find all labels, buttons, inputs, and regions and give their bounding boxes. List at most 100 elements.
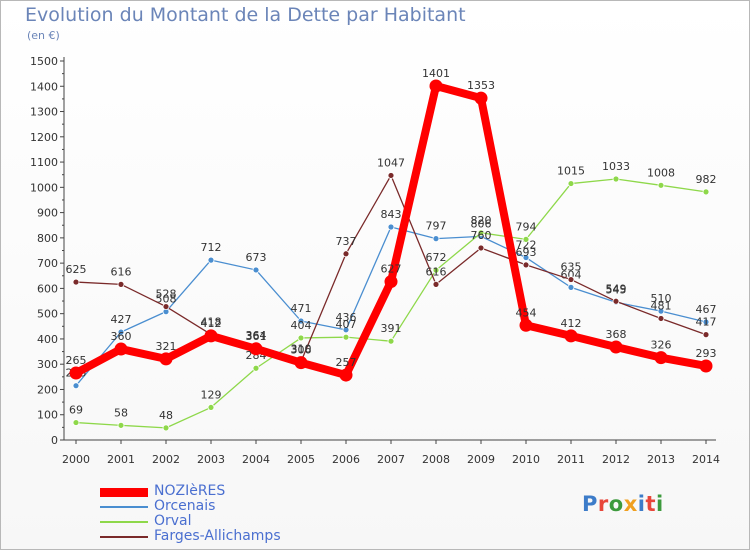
x-tick-label: 2002 — [152, 453, 180, 466]
y-tick-label: 300 — [37, 358, 58, 371]
data-point — [699, 359, 713, 373]
data-point — [567, 283, 575, 291]
logo-letter: P — [582, 492, 598, 516]
data-label: 982 — [696, 173, 717, 186]
logo-letter: r — [597, 492, 609, 516]
data-label: 257 — [336, 356, 357, 369]
data-point — [429, 79, 443, 93]
y-tick-label: 1000 — [30, 181, 58, 194]
data-point — [207, 256, 215, 264]
data-label: 737 — [336, 235, 357, 248]
y-tick-label: 500 — [37, 308, 58, 321]
data-point — [522, 235, 530, 243]
data-label: 418 — [201, 315, 222, 328]
data-point — [297, 334, 305, 342]
x-tick-label: 2008 — [422, 453, 450, 466]
data-point — [387, 223, 395, 231]
data-label: 321 — [156, 340, 177, 353]
data-label: 635 — [561, 261, 582, 274]
data-point — [477, 244, 485, 252]
data-label: 293 — [696, 347, 717, 360]
legend-swatch — [100, 521, 148, 523]
data-label: 310 — [291, 343, 312, 356]
data-point — [342, 250, 350, 258]
y-tick-label: 700 — [37, 257, 58, 270]
y-tick-label: 600 — [37, 282, 58, 295]
data-point — [72, 382, 80, 390]
data-point — [567, 276, 575, 283]
data-point — [387, 172, 395, 179]
data-label: 528 — [156, 288, 177, 301]
data-point — [702, 318, 710, 326]
legend-swatch — [100, 487, 148, 497]
data-point — [252, 266, 260, 274]
logo-letter: x — [623, 492, 638, 516]
data-point — [477, 229, 485, 237]
data-point — [522, 261, 530, 269]
data-label: 471 — [291, 302, 312, 315]
data-point — [117, 328, 125, 336]
data-label: 616 — [111, 265, 132, 278]
data-label: 820 — [471, 214, 492, 227]
data-label: 722 — [516, 239, 537, 252]
data-point — [387, 337, 395, 345]
y-tick-label: 800 — [37, 232, 58, 245]
data-label: 481 — [651, 299, 672, 312]
y-tick-label: 1300 — [30, 106, 58, 119]
data-point — [159, 352, 173, 366]
data-label: 364 — [246, 329, 267, 342]
x-tick-label: 2009 — [467, 453, 495, 466]
data-label: 412 — [561, 317, 582, 330]
y-axis-unit-label: (en €) — [27, 29, 60, 42]
x-tick-label: 2014 — [692, 453, 720, 466]
data-label: 549 — [606, 282, 627, 295]
data-point — [342, 333, 350, 341]
data-label: 1033 — [602, 160, 630, 173]
data-label: 360 — [111, 330, 132, 343]
legend-label: Farges-Allichamps — [154, 528, 281, 544]
data-label: 672 — [426, 251, 447, 264]
data-point — [117, 280, 125, 288]
legend-label: Orval — [154, 513, 192, 529]
data-point — [252, 364, 260, 372]
data-label: 412 — [201, 317, 222, 330]
y-tick-label: 1100 — [30, 156, 58, 169]
data-point — [657, 181, 665, 189]
legend-swatch — [100, 536, 148, 538]
data-point — [567, 180, 575, 187]
data-label: 1353 — [467, 79, 495, 92]
x-tick-label: 2003 — [197, 453, 225, 466]
data-point — [117, 421, 125, 429]
x-tick-label: 2001 — [107, 453, 135, 466]
data-label: 436 — [336, 311, 357, 324]
data-point — [612, 175, 620, 183]
logo-letter: t — [645, 492, 656, 516]
data-label: 545 — [606, 283, 627, 296]
data-label: 843 — [381, 208, 402, 221]
data-point — [432, 280, 440, 288]
data-point — [72, 419, 80, 426]
data-label: 404 — [291, 319, 312, 332]
x-tick-label: 2005 — [287, 453, 315, 466]
data-label: 454 — [516, 306, 537, 319]
data-point — [702, 188, 710, 196]
data-point — [609, 340, 623, 354]
data-point — [474, 91, 488, 105]
data-point — [519, 318, 533, 332]
data-label: 1015 — [557, 165, 585, 178]
x-tick-label: 2007 — [377, 453, 405, 466]
data-label: 760 — [471, 229, 492, 242]
data-label: 265 — [66, 354, 87, 367]
data-point — [162, 424, 170, 432]
data-label: 673 — [246, 251, 267, 264]
x-tick-label: 2012 — [602, 453, 630, 466]
legend-label: NOZIèRES — [154, 483, 226, 499]
data-label: 712 — [201, 241, 222, 254]
logo-letter: o — [608, 492, 624, 516]
data-label: 48 — [159, 409, 173, 422]
data-point — [339, 368, 353, 382]
x-tick-label: 2011 — [557, 453, 585, 466]
data-point — [657, 315, 665, 322]
